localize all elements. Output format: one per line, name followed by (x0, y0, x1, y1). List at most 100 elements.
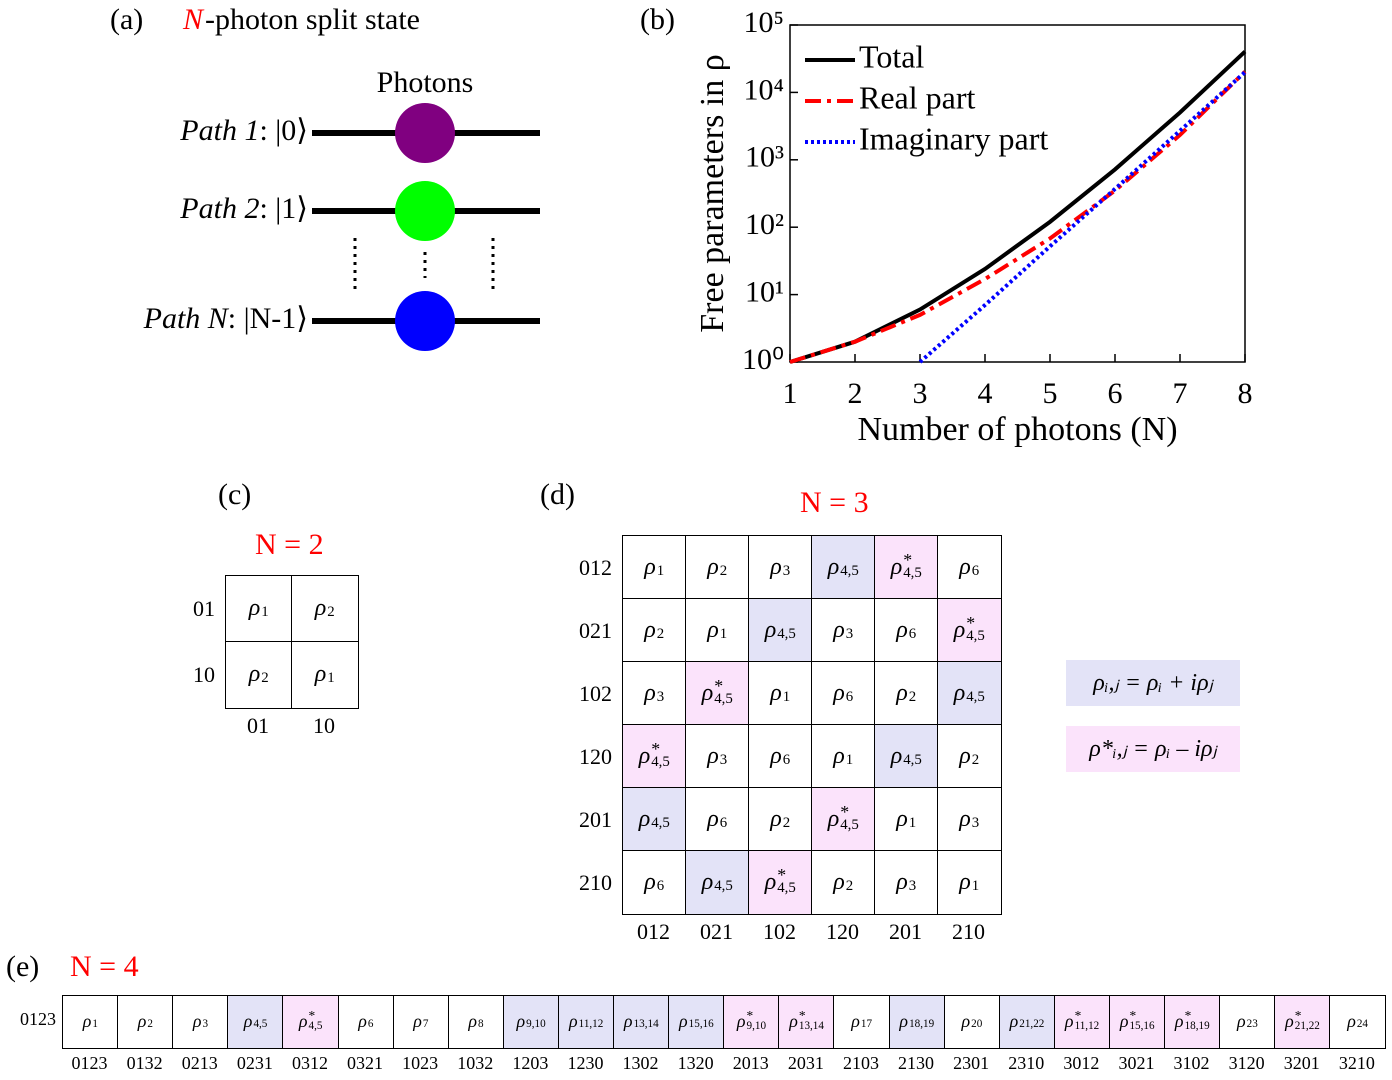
matrix-cell: ρ 13,14 (613, 995, 670, 1049)
matrix-cell: ρ 23 (1219, 995, 1276, 1049)
subscript: 6 (719, 814, 728, 831)
index: 3 (657, 690, 664, 705)
index: 13,14 (634, 1019, 659, 1030)
subscript: 4,5 (651, 814, 670, 831)
col-label: 3120 (1228, 1053, 1265, 1073)
y-tick-label: 10⁴ (744, 73, 784, 106)
index: 17 (861, 1019, 872, 1030)
superscript: * (966, 612, 976, 633)
index: 3 (720, 753, 727, 768)
col-label: 2031 (787, 1053, 824, 1073)
subscript: 4,5 (714, 691, 733, 708)
subscript: 4,5 (840, 817, 859, 834)
rho-symbol: ρ (644, 679, 656, 706)
subscript: 3 (202, 1018, 209, 1031)
panel-label: (b) (640, 3, 675, 36)
col-label: 0213 (181, 1053, 218, 1073)
rho-symbol: ρ (707, 742, 719, 769)
rho-symbol: ρ (890, 742, 903, 769)
row-label: 120 (579, 743, 612, 769)
matrix-cell: ρ * 4,5 (811, 787, 876, 852)
subscript: 6 (971, 562, 980, 579)
x-tick-label: 3 (913, 377, 928, 410)
rho-symbol: ρ (736, 1011, 746, 1032)
col-label: 2103 (842, 1053, 879, 1073)
matrix-cell: ρ 18,19 (888, 995, 946, 1049)
index: 1 (909, 816, 916, 831)
matrix-cell: ρ 4,5 (811, 535, 876, 600)
subscript: 1 (261, 604, 269, 621)
index: 9,10 (526, 1019, 546, 1030)
path-label: Path N: |N-1⟩ (143, 302, 308, 335)
index: 1 (261, 605, 268, 620)
x-tick-label: 4 (978, 377, 993, 410)
col-label: 201 (889, 919, 922, 944)
matrix-cell: ρ * 4,5 (874, 535, 939, 600)
rho-symbol: ρ (896, 805, 908, 832)
col-label: 2013 (732, 1053, 769, 1073)
index: 15,16 (689, 1019, 714, 1030)
index: 1 (783, 690, 790, 705)
subscript: 15,16 (688, 1018, 714, 1031)
col-label: 021 (700, 919, 733, 944)
row-label: 01 (193, 596, 215, 621)
col-label: 1320 (677, 1053, 714, 1073)
subscript: 1 (719, 625, 728, 642)
legend-label: Imaginary part (859, 120, 1048, 156)
subscript: 2 (908, 688, 917, 705)
superscript: * (840, 801, 850, 822)
subscript: 23 (1246, 1018, 1258, 1031)
series-line (918, 70, 1247, 364)
col-label: 2310 (1008, 1053, 1045, 1073)
index: 3 (846, 627, 853, 642)
path-label: Path 1: |0⟩ (179, 114, 308, 147)
path-state: : |N-1⟩ (228, 302, 308, 335)
rho-symbol: ρ (468, 1011, 478, 1032)
rho-symbol: ρ (1347, 1011, 1356, 1032)
y-axis-title: Free parameters in ρ (694, 54, 731, 332)
panel-title: N = 2 (255, 528, 324, 561)
x-tick-label: 6 (1108, 377, 1123, 410)
index: 18,19 (909, 1019, 934, 1030)
matrix-cell: ρ 21,22 (998, 995, 1056, 1049)
rho-symbol: ρ (953, 616, 966, 643)
index: 1 (657, 564, 664, 579)
rho-symbol: ρ (890, 553, 903, 580)
color-legend: ρᵢ,ⱼ = ρᵢ + iρⱼ (1066, 660, 1240, 706)
rho-symbol: ρ (1285, 1011, 1294, 1032)
index: * 15,16 (1129, 1009, 1154, 1032)
index: 1 (92, 1019, 98, 1030)
legend-label: Total (859, 38, 924, 74)
panel-label: (e) (6, 950, 40, 983)
rho-symbol: ρ (827, 553, 840, 580)
subscript: 2 (327, 604, 335, 621)
row-label: 021 (579, 617, 612, 643)
col-label: 1203 (512, 1053, 549, 1073)
series-line (789, 50, 1247, 364)
matrix-cell: ρ * 4,5 (685, 661, 750, 726)
index: * 11,12 (1074, 1008, 1100, 1032)
subscript: 6 (367, 1018, 374, 1031)
subscript: 13,14 (633, 1018, 659, 1031)
index: * 21,22 (1295, 1009, 1320, 1032)
superscript: * (308, 1008, 316, 1024)
index: 6 (783, 753, 790, 768)
subscript: 9,10 (746, 1019, 767, 1032)
subscript: 6 (908, 625, 917, 642)
path-label: Path 2: |1⟩ (179, 192, 308, 225)
subscript: 7 (422, 1018, 429, 1031)
index: 6 (368, 1019, 374, 1030)
superscript: * (1074, 1008, 1082, 1024)
col-label: 1302 (622, 1053, 659, 1073)
subscript: 1 (92, 1018, 98, 1031)
rho-symbol: ρ (764, 868, 777, 895)
panel-label: (c) (218, 478, 252, 511)
